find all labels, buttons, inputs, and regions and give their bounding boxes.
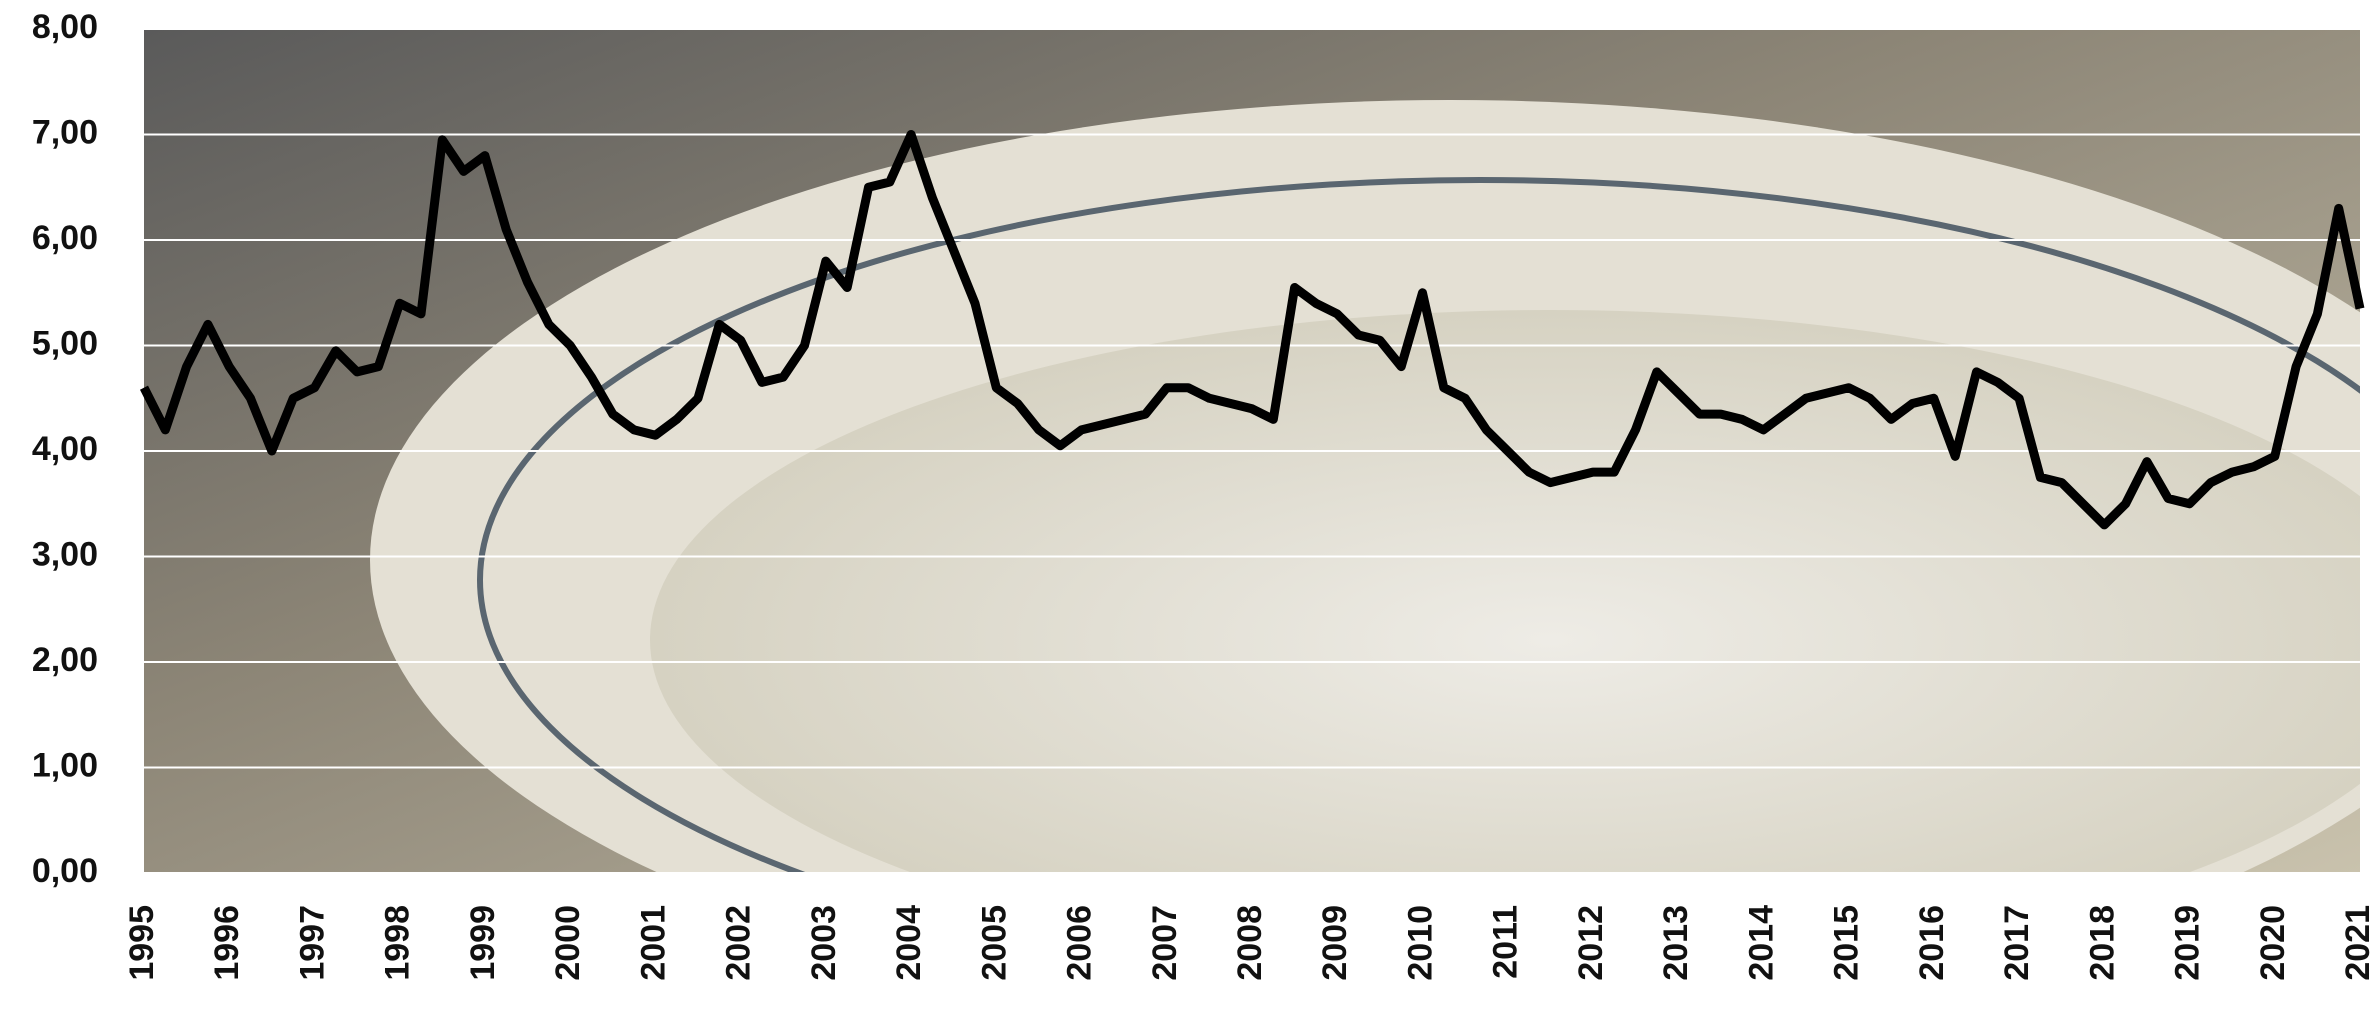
y-tick-label: 7,00 [32,113,98,151]
y-tick-label: 0,00 [32,852,98,890]
x-tick-label: 2021 [2339,905,2376,981]
x-tick-label: 2006 [1061,905,1099,981]
y-tick-label: 8,00 [32,8,98,46]
background-photo [144,29,2360,873]
x-tick-label: 1999 [464,905,502,981]
y-tick-label: 6,00 [32,219,98,257]
x-tick-label: 2014 [1742,905,1780,981]
x-tick-label: 2013 [1657,905,1695,981]
x-tick-label: 2009 [1316,905,1354,981]
x-tick-label: 2016 [1913,905,1951,981]
x-tick-label: 2010 [1401,905,1439,981]
x-tick-label: 2005 [975,905,1013,981]
x-tick-label: 2007 [1146,905,1184,981]
x-tick-label: 2017 [1998,905,2036,981]
x-tick-label: 2003 [805,905,843,981]
x-tick-label: 2004 [890,905,928,981]
x-tick-label: 2000 [549,905,587,981]
y-tick-label: 4,00 [32,430,98,468]
y-tick-label: 3,00 [32,535,98,573]
y-tick-label: 1,00 [32,746,98,784]
x-tick-label: 1995 [123,905,161,981]
data-line [139,130,2365,530]
y-tick-label: 5,00 [32,324,98,362]
x-tick-label: 2015 [1828,905,1866,981]
x-tick-label: 1997 [293,905,331,981]
x-tick-label: 2012 [1572,905,1610,981]
x-tick-label: 2001 [634,905,672,981]
x-tick-label: 1998 [379,905,417,981]
x-tick-label: 2008 [1231,905,1269,981]
x-tick-label: 2002 [720,905,758,981]
x-tick-label: 2020 [2254,905,2292,981]
x-tick-label: 2019 [2169,905,2207,981]
y-tick-label: 2,00 [32,641,98,679]
x-tick-label: 2018 [2083,905,2121,981]
x-tick-label: 1996 [208,905,246,981]
x-tick-label: 2011 [1487,905,1525,979]
